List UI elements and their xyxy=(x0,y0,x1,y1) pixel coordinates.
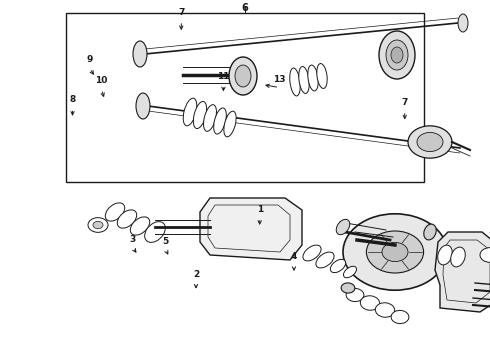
Ellipse shape xyxy=(360,296,380,310)
Circle shape xyxy=(382,242,408,262)
Text: 7: 7 xyxy=(401,98,408,107)
Ellipse shape xyxy=(379,31,415,79)
Text: 4: 4 xyxy=(291,252,297,261)
Text: 9: 9 xyxy=(86,55,93,64)
Text: 6: 6 xyxy=(242,3,248,13)
Ellipse shape xyxy=(136,93,150,119)
Ellipse shape xyxy=(299,67,309,94)
Ellipse shape xyxy=(130,217,150,235)
Ellipse shape xyxy=(224,111,236,137)
Ellipse shape xyxy=(235,65,251,87)
Circle shape xyxy=(93,221,103,229)
Ellipse shape xyxy=(117,210,137,228)
Ellipse shape xyxy=(438,245,452,265)
Text: 5: 5 xyxy=(163,237,169,246)
Ellipse shape xyxy=(451,247,465,267)
Text: 13: 13 xyxy=(273,75,286,84)
Circle shape xyxy=(417,132,443,152)
Ellipse shape xyxy=(194,102,207,129)
Ellipse shape xyxy=(183,98,197,126)
Ellipse shape xyxy=(330,259,345,273)
Ellipse shape xyxy=(105,203,125,221)
Ellipse shape xyxy=(214,108,226,134)
Ellipse shape xyxy=(343,266,357,278)
Ellipse shape xyxy=(203,105,217,131)
Ellipse shape xyxy=(290,68,300,96)
Text: 1: 1 xyxy=(257,205,263,214)
Text: 3: 3 xyxy=(130,235,136,244)
Text: 8: 8 xyxy=(70,95,75,104)
Ellipse shape xyxy=(391,310,409,324)
Ellipse shape xyxy=(303,245,321,261)
Circle shape xyxy=(88,218,108,232)
Ellipse shape xyxy=(316,252,334,268)
Ellipse shape xyxy=(391,47,403,63)
Circle shape xyxy=(480,248,490,262)
Circle shape xyxy=(367,231,423,273)
Polygon shape xyxy=(435,232,490,312)
Text: 10: 10 xyxy=(95,76,108,85)
Ellipse shape xyxy=(308,65,318,91)
Ellipse shape xyxy=(375,303,394,317)
Ellipse shape xyxy=(424,224,436,240)
Ellipse shape xyxy=(346,288,364,302)
Circle shape xyxy=(343,214,447,290)
Circle shape xyxy=(408,126,452,158)
Ellipse shape xyxy=(229,57,257,95)
Ellipse shape xyxy=(386,40,408,70)
Ellipse shape xyxy=(458,14,468,32)
Polygon shape xyxy=(200,198,302,260)
Bar xyxy=(66,13,424,182)
Text: 7: 7 xyxy=(178,8,185,17)
Ellipse shape xyxy=(133,41,147,67)
Text: 2: 2 xyxy=(193,270,199,279)
Ellipse shape xyxy=(341,283,355,293)
Text: 12: 12 xyxy=(234,72,246,81)
Ellipse shape xyxy=(336,219,350,235)
Ellipse shape xyxy=(317,64,327,89)
Ellipse shape xyxy=(145,222,165,242)
Text: 11: 11 xyxy=(217,72,230,81)
